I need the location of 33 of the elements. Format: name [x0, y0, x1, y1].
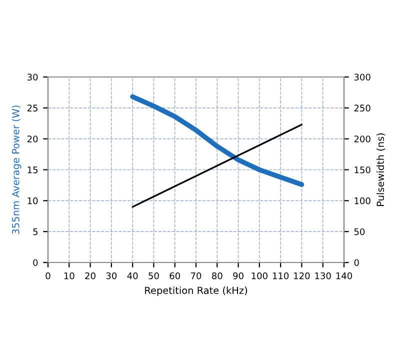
y-tick-label: 30	[27, 74, 38, 81]
x-tick-label: 30	[106, 272, 117, 280]
y-tick-label: 15	[28, 166, 38, 174]
y-tick-label: 25	[27, 104, 38, 112]
y-tick-label: 10	[28, 197, 38, 204]
x-tick-label: 90	[233, 272, 244, 280]
x-tick-label: 20	[85, 272, 96, 280]
y2-tick-label: 250	[354, 104, 370, 112]
x-tick-label: 130	[315, 272, 331, 280]
y2-tick-label: 300	[354, 74, 370, 81]
y-axis-title: 355nm Average Power (W)	[12, 106, 22, 234]
line-series	[130, 94, 304, 188]
x-tick-label: 0	[46, 272, 50, 280]
x-tick-label: 60	[170, 272, 180, 280]
x-tick-label: 40	[127, 272, 138, 280]
y2-axis-title: Pulsewidth (ns)	[376, 133, 386, 206]
x-tick-label: 110	[272, 272, 289, 280]
y-tick-label: 5	[33, 228, 38, 236]
x-tick-label: 100	[252, 272, 268, 280]
y2-tick-label: 150	[354, 166, 370, 174]
x-tick-label: 140	[336, 272, 352, 280]
y2-tick-label: 0	[354, 259, 359, 266]
x-tick-label: 80	[212, 272, 222, 280]
x-tick-label: 120	[294, 272, 310, 280]
x-tick-label: 10	[64, 272, 74, 280]
y-tick-label: 0	[33, 259, 38, 266]
x-tick-label: 50	[148, 272, 159, 280]
x-axis-title: Repetition Rate (kHz)	[145, 286, 248, 296]
x-tick-label: 70	[190, 272, 202, 280]
y-tick-label: 20	[27, 136, 38, 142]
y2-tick-label: 100	[354, 197, 370, 204]
y2-tick-label: 50	[354, 228, 365, 236]
y2-tick-label: 200	[354, 136, 370, 142]
